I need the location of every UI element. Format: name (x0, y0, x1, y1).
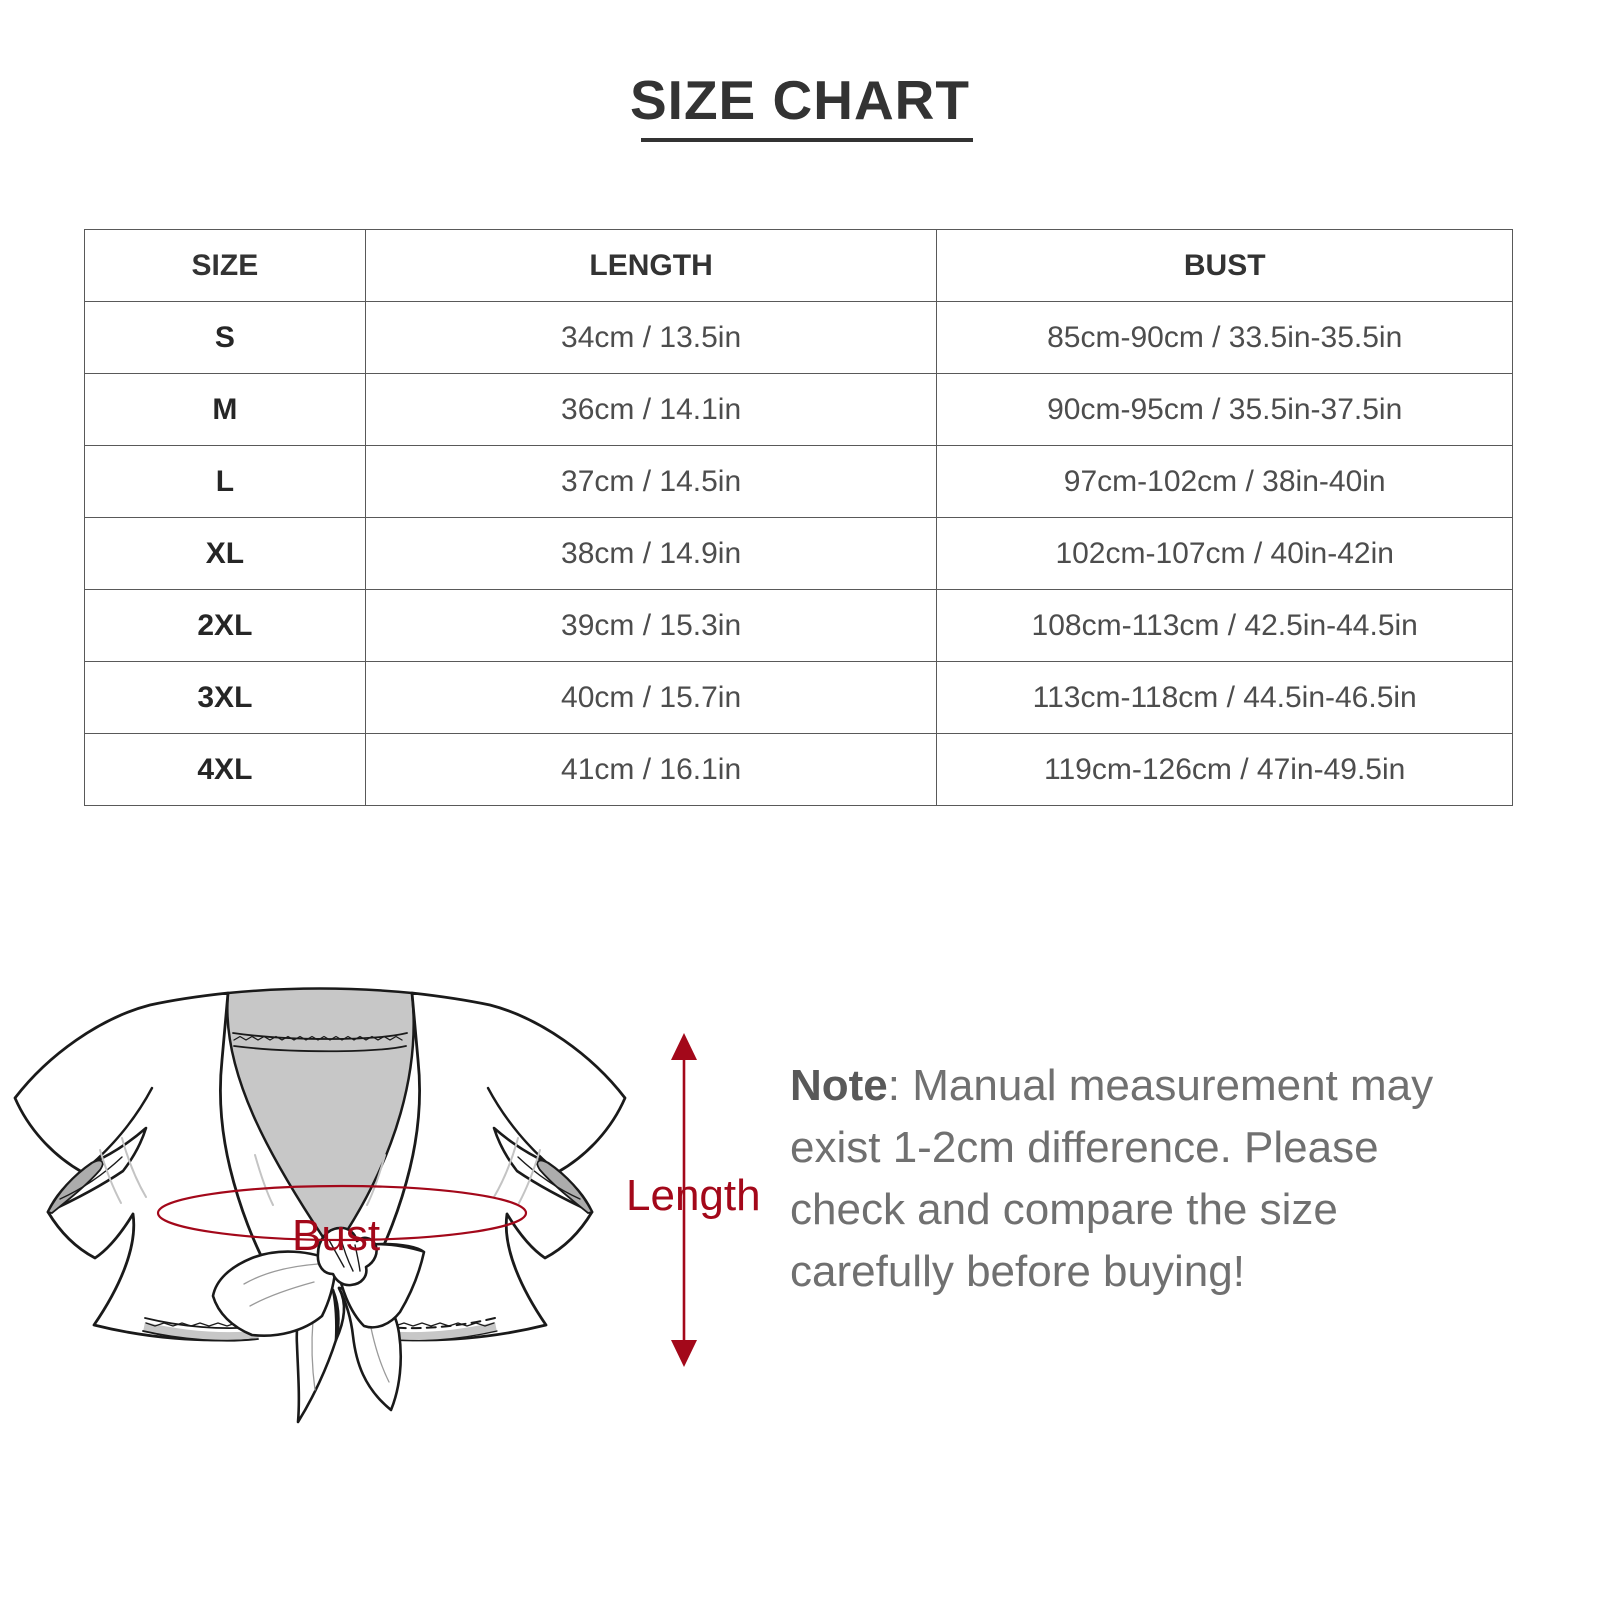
svg-text:Bust: Bust (292, 1211, 380, 1260)
svg-text:Length: Length (626, 1171, 761, 1220)
